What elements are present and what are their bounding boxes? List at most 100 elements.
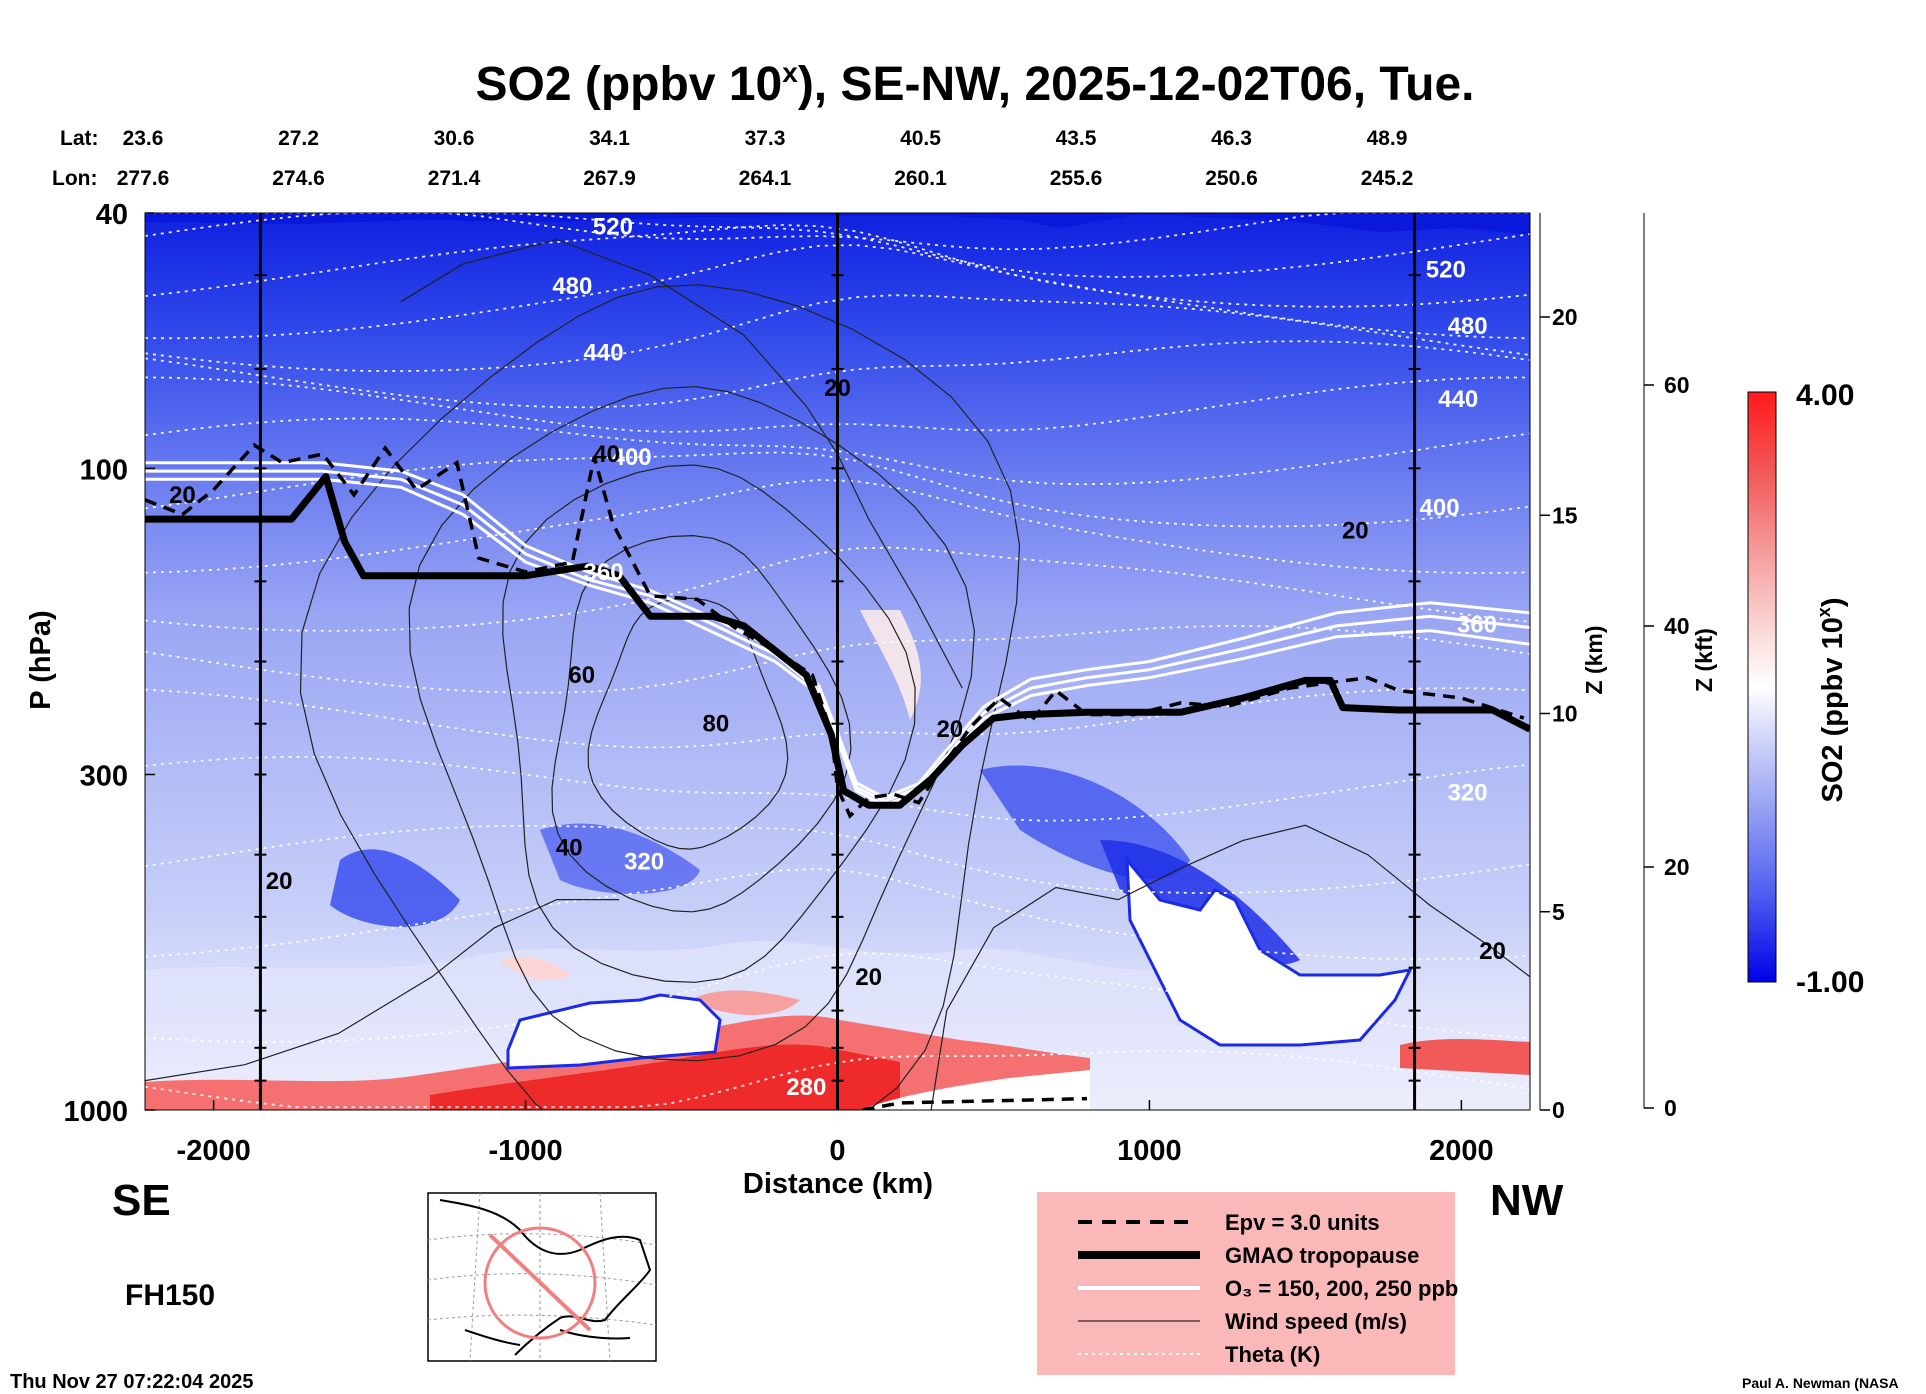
y-tick-label: 40	[96, 199, 128, 231]
lat-value: 23.6	[123, 127, 164, 150]
y-axis-label: P (hPa)	[25, 610, 57, 709]
lat-value: 40.5	[900, 127, 941, 150]
y-tick-label: 1000	[63, 1096, 128, 1128]
lat-value: 43.5	[1056, 127, 1097, 150]
lon-value: 260.1	[894, 167, 947, 190]
legend-theta-label: Theta (K)	[1225, 1342, 1320, 1367]
colorbar-max-label: 4.00	[1796, 379, 1854, 412]
theta-label: 480	[552, 273, 592, 300]
latitude-row: 23.6 27.2 30.6 34.1 37.3 40.5 43.5 46.3 48.9	[123, 127, 1408, 150]
z-km-tick-label: 10	[1552, 701, 1578, 727]
theta-label: 480	[1448, 313, 1488, 340]
lat-value: 37.3	[745, 127, 786, 150]
wind-label: 20	[855, 964, 882, 991]
theta-contour	[145, 244, 1530, 340]
z-km-tick-label: 0	[1552, 1097, 1565, 1123]
lat-label: Lat:	[60, 127, 99, 150]
lon-value: 250.6	[1205, 167, 1258, 190]
lat-value: 27.2	[278, 127, 319, 150]
z-kft-tick-label: 0	[1664, 1095, 1677, 1121]
so2-pink-column	[860, 610, 921, 720]
wind-contour	[587, 597, 789, 850]
inset-map	[427, 1192, 657, 1362]
z-kft-tick-label: 60	[1664, 372, 1690, 398]
theta-label: 360	[1457, 611, 1497, 638]
lat-value: 46.3	[1211, 127, 1252, 150]
lat-value: 34.1	[589, 127, 630, 150]
wind-label: 20	[266, 868, 293, 895]
so2-surface-red-core	[430, 1044, 900, 1110]
ozone-line	[145, 469, 1530, 803]
lon-value: 271.4	[428, 167, 481, 190]
x-tick-label: 0	[829, 1135, 845, 1167]
so2-blue-patch	[540, 823, 700, 894]
lon-value: 267.9	[583, 167, 636, 190]
wind-label: 20	[936, 716, 963, 743]
wind-contour	[551, 534, 852, 913]
wind-contour	[400, 238, 963, 689]
ozone-line	[145, 461, 1530, 800]
epv-line	[145, 442, 1525, 819]
legend-tropopause-label: GMAO tropopause	[1225, 1243, 1419, 1268]
x-tick-label: 1000	[1117, 1135, 1182, 1167]
colorbar-ramp	[1747, 391, 1777, 983]
theta-label: 280	[786, 1074, 826, 1101]
x-tick-label: -1000	[488, 1135, 562, 1167]
x-tick-label: -2000	[177, 1135, 251, 1167]
wind-label: 60	[568, 662, 595, 689]
inset-map-circle	[483, 1226, 597, 1340]
wind-label: 20	[1342, 518, 1369, 545]
vertical-reference-lines	[254, 213, 1421, 1110]
forecast-hour: FH150	[125, 1279, 215, 1312]
wind-speed-contours	[145, 238, 1530, 1110]
legend: Epv = 3.0 units GMAO tropopause O₃ = 150…	[1037, 1192, 1458, 1375]
lon-label: Lon:	[52, 167, 97, 190]
wind-label: 20	[1479, 938, 1506, 965]
wind-contour	[408, 386, 976, 1062]
theta-label: 320	[624, 849, 664, 876]
epv-line	[862, 1096, 1088, 1110]
colorbar: 4.00 -1.00 SO2 (ppbv 10x)	[1747, 379, 1864, 999]
so2-pink-patch	[690, 990, 800, 1015]
wind-contour	[145, 899, 620, 1082]
lon-value: 277.6	[117, 167, 170, 190]
legend-o3-label: O₃ = 150, 200, 250 ppb	[1225, 1276, 1458, 1301]
wind-label: 40	[556, 835, 583, 862]
wind-contour	[299, 284, 1021, 1110]
longitude-row: 277.6 274.6 271.4 267.9 264.1 260.1 255.6 250.6…	[117, 167, 1414, 190]
x-axis: -2000 -1000 0 1000 2000	[177, 1100, 1494, 1167]
so2-blue-patch	[330, 849, 460, 927]
x-axis-label: Distance (km)	[743, 1168, 933, 1200]
lon-value: 255.6	[1050, 167, 1103, 190]
theta-contour	[145, 824, 1530, 894]
wind-contour	[502, 464, 916, 983]
z-kft-axis: 0 20 40 60	[1643, 213, 1690, 1121]
epv-line	[145, 442, 1525, 1110]
z-km-axis-label: Z (km)	[1581, 626, 1607, 695]
legend-wind-label: Wind speed (m/s)	[1225, 1309, 1407, 1334]
ozone-line	[145, 477, 1530, 807]
tropopause-line	[145, 473, 1530, 809]
tropopause-line	[145, 473, 1530, 809]
timestamp: Thu Nov 27 07:22:04 2025	[10, 1371, 253, 1393]
ozone-contours	[145, 461, 1530, 807]
z-km-tick-label: 20	[1552, 304, 1578, 330]
theta-contour	[145, 478, 1530, 574]
theta-label: 360	[584, 559, 624, 586]
theta-label: 440	[584, 340, 624, 367]
theta-label: 400	[612, 444, 652, 471]
theta-contour	[145, 1050, 1530, 1109]
left-direction-label: SE	[112, 1176, 171, 1225]
colorbar-label: SO2 (ppbv 10x)	[1814, 597, 1849, 802]
z-kft-tick-label: 40	[1664, 613, 1690, 639]
z-km-tick-label: 15	[1552, 502, 1578, 528]
lon-value: 264.1	[739, 167, 792, 190]
z-km-axis: 0 5 10 15 20	[1539, 213, 1578, 1123]
so2-surface-red-nw	[1400, 1038, 1530, 1075]
wind-label: 80	[702, 711, 729, 738]
inset-map-frame	[427, 1192, 657, 1362]
lat-value: 48.9	[1367, 127, 1408, 150]
colorbar-min-label: -1.00	[1796, 966, 1864, 999]
so2-missing-region	[1125, 855, 1413, 1047]
